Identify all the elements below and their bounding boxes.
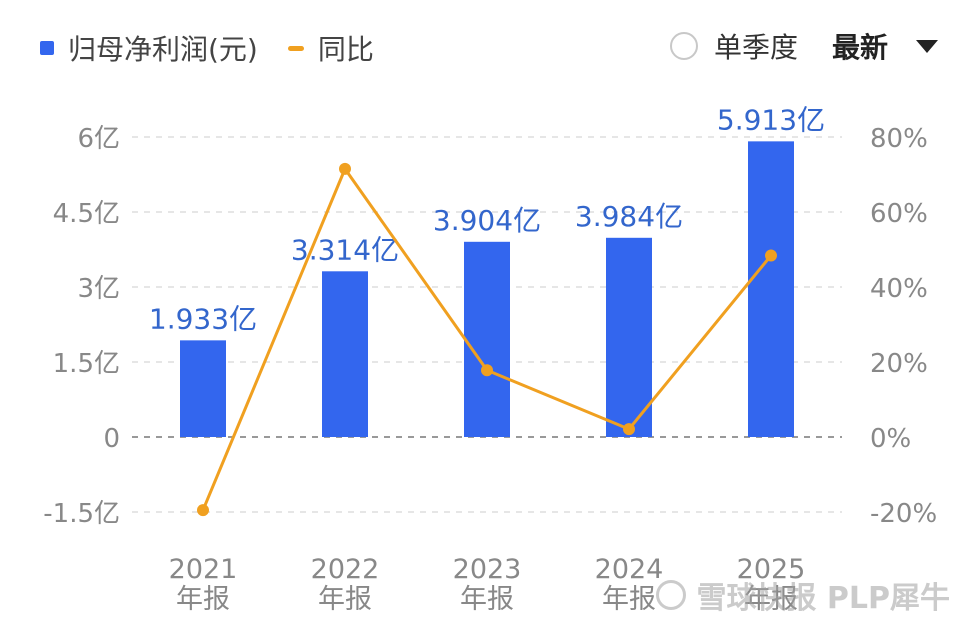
- chart-header: 归母净利润(元) 同比 单季度 最新: [0, 0, 978, 100]
- radio-circle-icon[interactable]: [669, 32, 698, 60]
- legend: 归母净利润(元) 同比: [40, 28, 374, 68]
- bar: [322, 271, 368, 437]
- right-tick-label: 40%: [870, 274, 928, 304]
- left-tick-label: 1.5亿: [53, 349, 120, 379]
- left-tick-label: 3亿: [77, 274, 120, 304]
- left-tick-label: 0: [103, 424, 120, 454]
- period-dropdown[interactable]: 最新: [832, 26, 938, 66]
- yoy-point: [623, 423, 635, 436]
- bar: [464, 241, 510, 437]
- x-tick-label: 2024 年报: [595, 554, 664, 615]
- chevron-down-icon[interactable]: [916, 39, 938, 53]
- bar-swatch-icon: [40, 41, 54, 55]
- legend-line-label: 同比: [317, 33, 374, 66]
- bar: [606, 237, 652, 437]
- right-tick-label: 80%: [870, 124, 928, 154]
- chart-controls: 单季度 最新: [669, 26, 938, 66]
- legend-item-net-profit[interactable]: 归母净利润(元): [40, 28, 258, 68]
- legend-item-yoy[interactable]: 同比: [287, 28, 374, 68]
- right-tick-label: -20%: [870, 499, 937, 529]
- bar-data-label: 5.913亿: [717, 103, 825, 136]
- left-tick-label: -1.5亿: [43, 499, 120, 529]
- period-dropdown-label: 最新: [831, 31, 888, 64]
- watermark-text: 雪球快报 PLP犀牛: [696, 581, 950, 616]
- left-tick-label: 6亿: [77, 124, 120, 154]
- bar-data-label: 3.904亿: [433, 204, 541, 237]
- yoy-point: [765, 249, 777, 262]
- bar-data-label: 3.984亿: [575, 200, 683, 233]
- left-tick-label: 4.5亿: [53, 199, 120, 229]
- x-tick-label: 2022 年报: [311, 554, 380, 615]
- yoy-point: [481, 364, 493, 377]
- right-tick-label: 0%: [870, 424, 911, 454]
- bar-data-label: 1.933亿: [149, 302, 257, 335]
- legend-bar-label: 归母净利润(元): [68, 33, 258, 66]
- bar-data-label: 3.314亿: [291, 233, 399, 266]
- watermark-logo-icon: [656, 580, 687, 610]
- line-swatch-icon: [287, 45, 304, 51]
- yoy-point: [197, 504, 209, 517]
- watermark: 雪球快报 PLP犀牛: [656, 573, 950, 617]
- single-quarter-label: 单季度: [713, 31, 798, 64]
- x-tick-label: 2025 年报: [737, 554, 806, 615]
- single-quarter-toggle[interactable]: 单季度: [669, 26, 798, 66]
- x-tick-label: 2023 年报: [453, 554, 522, 615]
- right-tick-label: 20%: [870, 349, 928, 379]
- bar: [180, 340, 226, 437]
- bar: [748, 141, 794, 437]
- x-tick-label: 2021 年报: [169, 554, 238, 615]
- yoy-point: [339, 162, 351, 175]
- right-tick-label: 60%: [870, 199, 928, 229]
